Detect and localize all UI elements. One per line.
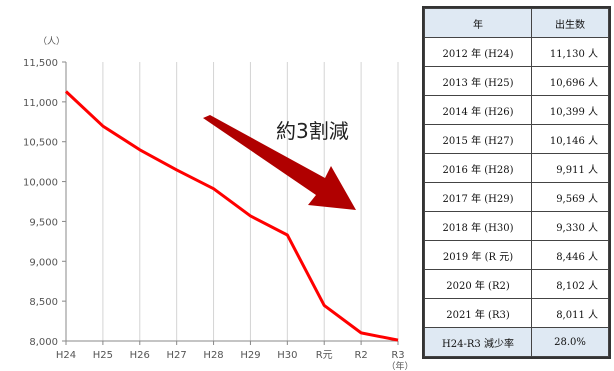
table-row: 2021 年 (R3) 8,011 人 [424, 298, 609, 328]
y-tick-label: 9,500 [29, 217, 58, 228]
table-row: 2016 年 (H28) 9,911 人 [424, 153, 609, 183]
table-cell-births: 9,569 人 [531, 182, 609, 212]
table-cell-births: 8,102 人 [531, 269, 609, 299]
table-cell-year: 2014 年 (H26) [424, 95, 532, 125]
decline-arrow [203, 115, 356, 210]
x-tick-label: H27 [167, 350, 187, 361]
x-tick-label: H28 [203, 350, 223, 361]
table-row: 2019 年 (R 元) 8,446 人 [424, 240, 609, 270]
decline-annotation: 約3割減 [276, 119, 349, 143]
table-row: 2017 年 (H29) 9,569 人 [424, 182, 609, 212]
table-cell-births: 10,696 人 [531, 66, 609, 96]
table-cell-births: 11,130 人 [531, 37, 609, 67]
y-tick-label: 9,000 [29, 257, 58, 268]
table-cell-year: 2018 年 (H30) [424, 211, 532, 241]
x-tick-label: H29 [240, 350, 260, 361]
table-row: 2020 年 (R2) 8,102 人 [424, 269, 609, 299]
y-tick-label: 8,000 [29, 337, 58, 348]
table-cell-births: 8,446 人 [531, 240, 609, 270]
y-tick-label: 10,000 [23, 178, 58, 189]
table-cell-births: 9,330 人 [531, 211, 609, 241]
x-tick-label: H30 [277, 350, 297, 361]
decline-arrow-shape [203, 115, 356, 210]
table-header-year: 年 [424, 8, 532, 38]
x-tick-label: H24 [56, 350, 76, 361]
table-cell-year: 2021 年 (R3) [424, 298, 532, 328]
birth-count-line [64, 90, 399, 342]
table-row: 2014 年 (H26) 10,399 人 [424, 95, 609, 125]
table-cell-births: 8,011 人 [531, 298, 609, 328]
chart-gridlines [102, 62, 399, 341]
table-cell-births: 9,911 人 [531, 153, 609, 183]
table-cell-year: 2015 年 (H27) [424, 124, 532, 154]
x-tick-label: R元 [316, 350, 333, 361]
x-unit-label: （年） [386, 360, 413, 371]
table-header-births: 出生数 [531, 8, 609, 38]
x-tick-label: H25 [93, 350, 113, 361]
decline-rate-label: H24-R3 減少率 [424, 327, 532, 357]
y-unit-label: （人） [38, 36, 65, 47]
table-cell-year: 2019 年 (R 元) [424, 240, 532, 270]
table-cell-year: 2017 年 (H29) [424, 182, 532, 212]
table-row: 2013 年 (H25) 10,696 人 [424, 66, 609, 96]
table-body: 2012 年 (H24) 11,130 人 2013 年 (H25) 10,696 人… [424, 37, 609, 328]
table-row: 2015 年 (H27) 10,146 人 [424, 124, 609, 154]
x-tick-label: R2 [354, 350, 367, 361]
table-cell-births: 10,146 人 [531, 124, 609, 154]
table-footer-row: H24-R3 減少率 28.0% [424, 327, 609, 357]
chart-labels: 8,000 8,500 9,000 9,500 10,000 10,500 11,000 11… [23, 36, 414, 371]
table-cell-year: 2012 年 (H24) [424, 37, 532, 67]
table-cell-year: 2020 年 (R2) [424, 269, 532, 299]
chart-series [64, 90, 399, 342]
chart-axes [62, 61, 399, 345]
table-cell-year: 2016 年 (H28) [424, 153, 532, 183]
x-tick-label: H26 [130, 350, 150, 361]
table-row: 2018 年 (H30) 9,330 人 [424, 211, 609, 241]
y-tick-label: 8,500 [29, 297, 58, 308]
table-header-row: 年 出生数 [424, 8, 609, 38]
y-tick-label: 10,500 [23, 138, 58, 149]
table-cell-year: 2013 年 (H25) [424, 66, 532, 96]
table-row: 2012 年 (H24) 11,130 人 [424, 37, 609, 67]
y-tick-label: 11,000 [23, 98, 58, 109]
y-tick-label: 11,500 [23, 58, 58, 69]
birth-count-chart: 8,000 8,500 9,000 9,500 10,000 10,500 11,000 11… [23, 36, 414, 371]
line-chart-svg: 8,000 8,500 9,000 9,500 10,000 10,500 11,000 11… [23, 36, 414, 371]
x-tick-label: R3 [391, 350, 404, 361]
decline-rate-value: 28.0% [531, 327, 609, 357]
birth-count-table: 年 出生数 2012 年 (H24) 11,130 人 2013 年 (H25) 10… [422, 6, 611, 359]
table-cell-births: 10,399 人 [531, 95, 609, 125]
